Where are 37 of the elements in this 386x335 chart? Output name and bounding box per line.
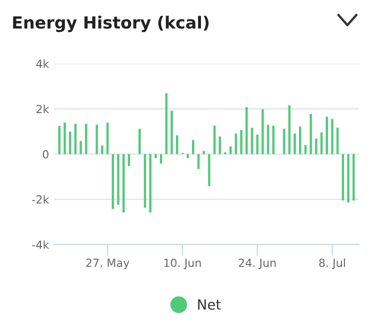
bar [310,114,312,154]
bar [246,107,248,154]
bar [208,154,210,186]
bar [294,134,296,154]
y-tick-label: 4k [36,59,50,68]
bar [299,126,302,154]
bar [149,154,152,212]
legend-label: Net [198,299,221,310]
bar [192,140,194,154]
bar [331,119,334,154]
x-tick-label: 27. May [86,258,130,270]
x-tick-label: 24. Jun [238,258,276,270]
bar [202,150,205,154]
bar [352,154,355,200]
bar [170,110,173,154]
bar [186,154,189,158]
y-tick-label: 2k [36,104,50,114]
bar [347,154,350,202]
bar [256,134,258,154]
bar [262,109,264,154]
y-tick-label: 0 [42,150,48,158]
bar [240,130,242,154]
bar [154,154,157,158]
bar [315,138,318,154]
chart-title: Energy History (kcal) [13,16,209,32]
x-tick-label: 8. Jul [319,258,345,270]
y-tick-label: -4k [32,240,50,249]
y-tick-label: -2k [32,195,50,204]
x-tick-label: 10. Jun [164,258,201,270]
bar [138,128,141,154]
bar [197,154,200,170]
bar [85,124,88,154]
bar [80,140,82,154]
bar [101,146,104,154]
bar [117,154,120,205]
bar [64,122,66,154]
bar [96,124,98,154]
